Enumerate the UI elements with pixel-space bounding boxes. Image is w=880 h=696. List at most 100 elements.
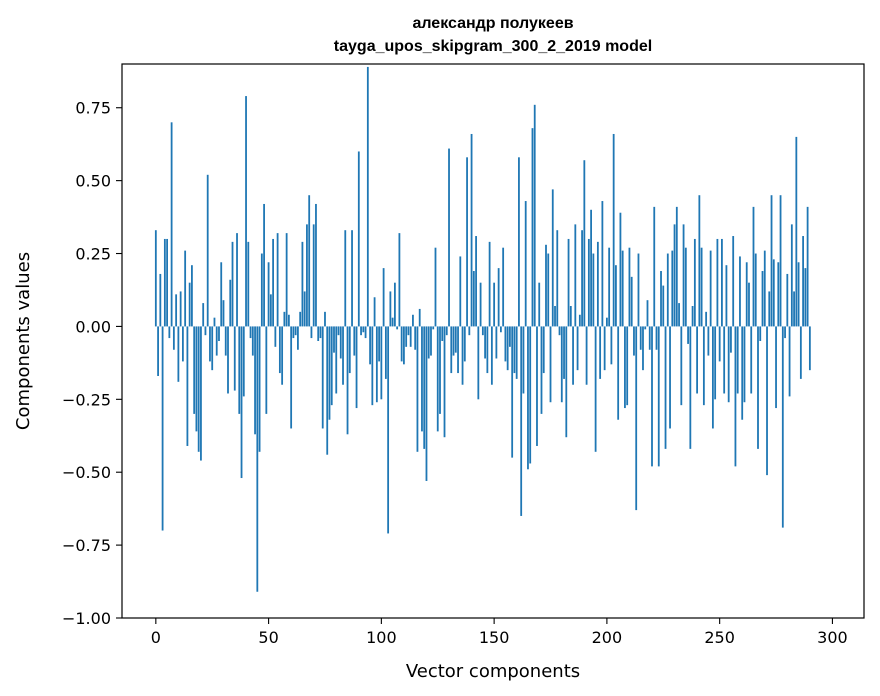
bar bbox=[432, 326, 435, 330]
x-axis-label: Vector components bbox=[406, 661, 580, 682]
bar bbox=[166, 238, 168, 327]
bar bbox=[594, 326, 597, 452]
bar bbox=[799, 326, 802, 379]
x-tick-label: 200 bbox=[592, 628, 623, 647]
bar bbox=[423, 326, 426, 449]
bar bbox=[163, 238, 166, 327]
bar bbox=[504, 326, 507, 362]
bar bbox=[763, 250, 766, 327]
x-axis: 0 50 100 150 200 250 300 bbox=[151, 618, 848, 647]
bar bbox=[297, 326, 299, 350]
bar bbox=[745, 262, 748, 327]
bar bbox=[321, 326, 324, 429]
bar bbox=[324, 311, 326, 327]
bar bbox=[554, 306, 556, 327]
bar bbox=[698, 195, 701, 327]
bar bbox=[711, 326, 714, 429]
bar bbox=[727, 326, 730, 403]
bar bbox=[680, 326, 683, 406]
bar bbox=[590, 209, 592, 327]
bar bbox=[700, 247, 703, 327]
bar bbox=[522, 326, 525, 394]
bar bbox=[678, 303, 680, 327]
bar bbox=[560, 326, 563, 403]
bar bbox=[466, 157, 468, 327]
bar bbox=[484, 326, 486, 359]
bar bbox=[441, 326, 444, 341]
bar bbox=[502, 247, 505, 327]
bar bbox=[806, 206, 809, 327]
bar bbox=[531, 128, 534, 327]
bar bbox=[206, 174, 209, 327]
bar bbox=[808, 326, 811, 371]
bar bbox=[463, 326, 466, 362]
bar bbox=[265, 326, 268, 414]
bar bbox=[644, 326, 647, 330]
bar bbox=[193, 326, 196, 414]
bar bbox=[308, 195, 311, 327]
bar bbox=[269, 294, 272, 327]
bar bbox=[285, 233, 288, 327]
bar bbox=[518, 157, 520, 327]
bar bbox=[418, 308, 421, 327]
bar bbox=[793, 291, 795, 327]
bar bbox=[736, 326, 739, 394]
bar bbox=[642, 326, 644, 371]
bar bbox=[772, 259, 775, 327]
bar bbox=[770, 195, 773, 327]
bar bbox=[750, 326, 753, 394]
bar bbox=[540, 326, 543, 414]
bar bbox=[251, 326, 254, 356]
bar bbox=[197, 326, 200, 452]
bar bbox=[389, 291, 392, 327]
y-tick-label: 0.75 bbox=[75, 99, 111, 118]
bar bbox=[274, 326, 277, 347]
plot-frame bbox=[121, 63, 865, 619]
bar bbox=[263, 203, 265, 327]
bar bbox=[524, 201, 527, 327]
bar bbox=[470, 133, 473, 327]
bar bbox=[224, 326, 227, 356]
bar bbox=[218, 326, 220, 341]
bar bbox=[513, 326, 516, 374]
bar bbox=[477, 326, 480, 400]
bar bbox=[184, 250, 187, 327]
bar bbox=[236, 233, 238, 327]
bar bbox=[754, 253, 757, 327]
bar bbox=[585, 326, 588, 385]
bar bbox=[490, 326, 493, 385]
bar bbox=[319, 326, 322, 339]
bar bbox=[581, 230, 583, 327]
bar bbox=[213, 317, 216, 327]
bar bbox=[186, 326, 189, 446]
bar bbox=[337, 326, 340, 336]
bar bbox=[330, 326, 333, 406]
bar bbox=[558, 326, 561, 336]
bar bbox=[393, 282, 396, 327]
bar bbox=[563, 326, 565, 379]
bar bbox=[804, 268, 807, 327]
bar bbox=[157, 326, 159, 376]
bar bbox=[454, 326, 457, 353]
bar bbox=[215, 326, 218, 356]
bar bbox=[730, 326, 732, 353]
bar bbox=[427, 326, 430, 359]
y-tick-label: −0.25 bbox=[62, 390, 111, 409]
y-tick-label: −0.50 bbox=[62, 463, 111, 482]
bar bbox=[759, 326, 762, 341]
bar bbox=[587, 238, 590, 327]
chart-title-line-1: александр полукеев bbox=[412, 15, 573, 32]
bar bbox=[294, 326, 297, 336]
bar bbox=[409, 326, 412, 347]
x-tick-label: 300 bbox=[817, 628, 848, 647]
bar bbox=[364, 326, 367, 339]
bar bbox=[287, 314, 290, 327]
bar bbox=[315, 203, 317, 327]
bar bbox=[709, 250, 712, 327]
bar bbox=[655, 326, 658, 350]
bar bbox=[547, 253, 550, 327]
bar bbox=[281, 326, 284, 385]
bar bbox=[687, 326, 689, 344]
bar bbox=[267, 262, 270, 327]
